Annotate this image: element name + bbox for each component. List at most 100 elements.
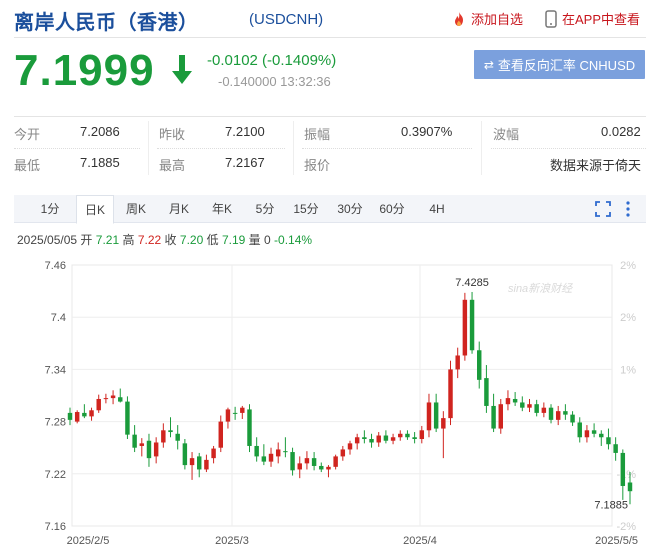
swap-icon: ⇄ [483,57,494,72]
candle-body [118,397,123,402]
tab-15min[interactable]: 15分 [293,202,319,216]
candle-body [520,402,525,408]
y-tick-label: 7.34 [45,364,66,376]
stats-row-divider [491,148,646,149]
candle-body [426,402,432,431]
tab-30min[interactable]: 30分 [337,202,363,216]
candle-body [448,369,453,419]
ohlc-pct: -0.14% [274,233,313,247]
candle-body [354,437,360,444]
symbol-code: (USDCNH) [249,11,324,28]
candle-body [304,458,310,464]
candle-body [204,459,209,470]
tab-1min[interactable]: 1分 [40,202,60,216]
candle-body [175,433,180,441]
x-tick-label: 2025/3 [215,535,249,547]
add-watchlist-button[interactable]: 添加自选 [451,9,523,28]
candle-body [311,458,317,466]
candle-body [606,437,611,445]
ohlc-summary: 2025/05/05 开 7.21 高 7.22 收 7.20 低 7.19 量… [17,231,312,248]
candle-body [613,444,618,453]
stats-divider [14,116,646,117]
candle-body [146,440,152,459]
candle-body [412,437,417,439]
stats-col-divider [148,121,149,175]
tab-5min[interactable]: 5分 [255,202,275,216]
candle-body [541,407,547,413]
amplitude-value: 0.3907% [401,124,453,139]
candle-body [462,299,468,356]
tab-60min[interactable]: 60分 [379,202,405,216]
candle-body [405,433,410,438]
candle-body [96,398,101,411]
wave-label: 波幅 [493,127,520,142]
candle-body [74,412,80,422]
candle-body [455,355,460,370]
candle-body [340,449,346,457]
candle-body [584,430,590,438]
tab-monthly[interactable]: 月K [168,202,189,216]
candle-body [362,437,367,439]
high-value: 7.2167 [225,155,265,170]
kline-svg: 7.46 2% 7.4 2% 7.34 1% 7.28 7.22 -1% 7.16 -2% 2025/… [45,260,638,547]
flame-icon [451,11,467,27]
candle-body [225,409,231,422]
plot-frame [71,264,613,527]
ohlc-low: 7.19 [221,233,246,247]
sina-watermark: sina新浪财经 [508,282,573,295]
stats-row-divider [302,148,472,149]
tab-yearly[interactable]: 年K [211,202,232,216]
candle-body [268,453,274,462]
min-price-label: 7.1885 [594,499,628,511]
y-tick-label: 7.22 [45,469,66,481]
tab-daily[interactable]: 日K [76,195,114,224]
reverse-rate-button[interactable]: ⇄ 查看反向汇率 CNHUSD [474,50,645,79]
candle-body [168,430,173,433]
candle-body [512,398,518,403]
y-tick-label: 7.46 [45,260,66,272]
ohlc-high-label: 高 [122,233,135,247]
candle-body [570,414,575,423]
tab-weekly[interactable]: 周K [125,202,146,216]
amplitude-label: 振幅 [304,127,331,142]
x-tick-label: 2025/2/5 [67,535,110,547]
candle-body [491,405,496,429]
ohlc-close: 7.20 [179,233,204,247]
candle-body [477,350,482,380]
ohlc-open: 7.21 [95,233,120,247]
candle-body [577,422,582,438]
pct-tick-label: -1% [616,469,636,481]
candle-body [247,409,252,446]
view-in-app-button[interactable]: 在APP中查看 [544,9,640,28]
candle-body [89,410,94,417]
pct-tick-label: 2% [620,312,636,324]
candle-body [275,449,281,457]
candle-body [283,451,288,453]
current-price: 7.1999 [14,46,155,95]
candle-body [110,395,116,399]
candle-body [103,398,109,400]
candle-body [498,404,503,429]
y-tick-label: 7.28 [45,417,66,429]
more-options-icon[interactable] [624,200,632,223]
y-tick-label: 7.4 [51,312,66,324]
kline-chart[interactable]: 7.46 2% 7.4 2% 7.34 1% 7.28 7.22 -1% 7.16 -2% 2025/… [0,250,660,548]
prev-close-label: 昨收 [159,127,186,142]
stats-col-divider [293,121,294,175]
candle-body [390,437,396,441]
fullscreen-icon[interactable] [594,200,612,223]
view-in-app-label: 在APP中查看 [562,12,641,27]
candle-body [563,411,568,415]
candle-body [620,452,626,486]
pct-tick-label: 2% [620,260,636,272]
stats-row-divider [157,148,285,149]
high-label: 最高 [159,158,186,173]
tab-4h[interactable]: 4H [429,202,445,216]
quote-label: 报价 [304,158,331,173]
candle-body [182,443,188,466]
candle-body [197,456,202,470]
candle-body [433,402,439,429]
candle-body [67,412,73,420]
ohlc-high: 7.22 [137,233,162,247]
candle-body [125,401,130,435]
